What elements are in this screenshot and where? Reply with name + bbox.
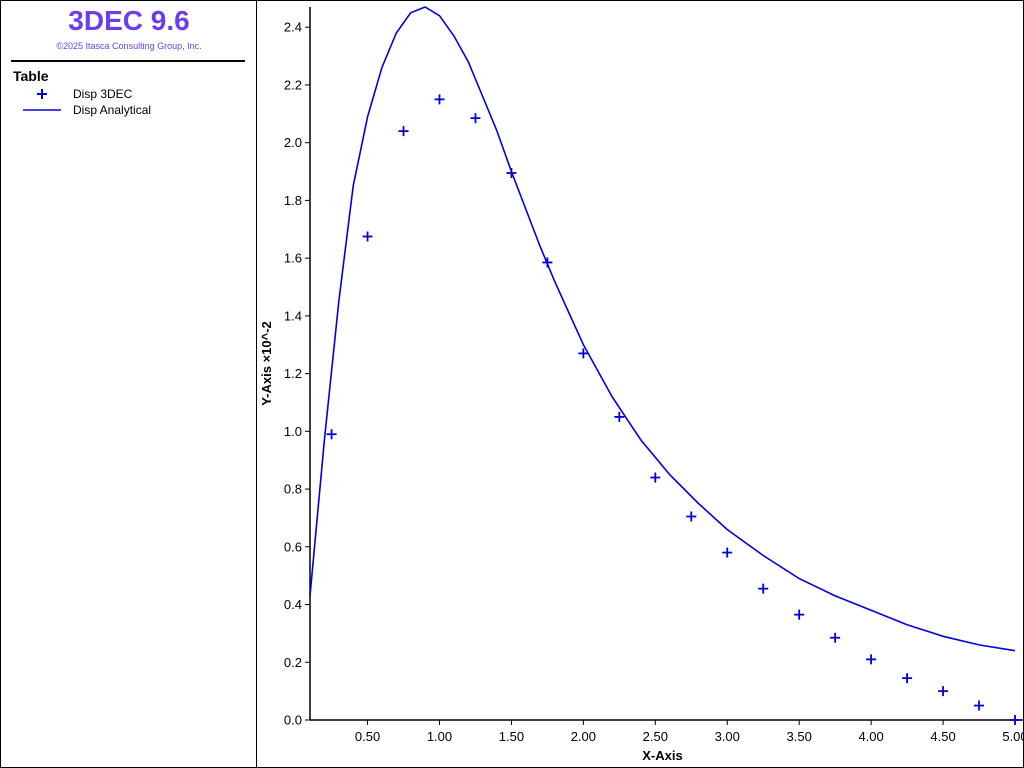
x-tick-label: 4.50: [930, 729, 955, 744]
chart-area: 0.0 0.2 0.4 0.6 0.8 1.0 1.2 1.4 1.6 1.8 2.0 2.2 2.4 0…: [257, 1, 1023, 767]
data-point-3dec: [722, 547, 733, 558]
legend-item-label: Disp 3DEC: [73, 87, 133, 101]
x-tick-label: 2.50: [643, 729, 668, 744]
y-tick-label: 1.2: [284, 366, 302, 381]
data-point-3dec: [758, 583, 769, 594]
x-tick-label: 3.00: [715, 729, 740, 744]
y-tick-label: 0.2: [284, 655, 302, 670]
x-tick-label: 3.50: [787, 729, 812, 744]
data-point-3dec: [614, 411, 625, 422]
legend-divider: [11, 60, 245, 62]
data-point-3dec: [794, 609, 805, 620]
legend-panel: 3DEC 9.6 ©2025 Itasca Consulting Group, …: [1, 1, 257, 767]
data-point-3dec: [398, 126, 409, 137]
y-tick-label: 2.2: [284, 77, 302, 92]
data-point-3dec: [578, 348, 589, 359]
data-point-3dec: [902, 673, 913, 684]
app-title: 3DEC 9.6: [68, 5, 190, 36]
y-tick-label: 1.4: [284, 308, 302, 323]
y-tick-label: 2.4: [284, 20, 302, 35]
plus-marker-icon: [37, 89, 47, 99]
data-point-3dec: [866, 654, 877, 665]
data-point-3dec: [362, 231, 373, 242]
legend-item-label: Disp Analytical: [73, 103, 152, 117]
x-axis-title: X-Axis: [642, 748, 682, 763]
y-tick-label: 0.0: [284, 713, 302, 728]
data-point-3dec: [830, 632, 841, 643]
data-point-3dec: [326, 429, 337, 440]
y-axis-title: Y-Axis ×10^-2: [259, 321, 274, 406]
data-point-3dec: [1010, 715, 1020, 725]
x-tick-label: 5.00: [1002, 729, 1023, 744]
data-point-3dec: [974, 700, 985, 711]
y-tick-label: 1.8: [284, 193, 302, 208]
line-marker-icon: [23, 109, 61, 111]
data-point-3dec: [938, 686, 949, 697]
y-tick-label: 2.0: [284, 135, 302, 150]
x-tick-label: 2.00: [571, 729, 596, 744]
copyright-text: ©2025 Itasca Consulting Group, Inc.: [56, 41, 202, 51]
x-tick-label: 4.00: [858, 729, 883, 744]
data-point-3dec: [470, 113, 481, 124]
x-tick-label: 0.50: [355, 729, 380, 744]
y-tick-label: 1.0: [284, 424, 302, 439]
legend-title: Table: [13, 68, 49, 84]
y-tick-label: 0.6: [284, 539, 302, 554]
xy-plot: 0.0 0.2 0.4 0.6 0.8 1.0 1.2 1.4 1.6 1.8 2.0 2.2 2.4 0…: [259, 6, 1023, 763]
x-tick-label: 1.00: [427, 729, 452, 744]
x-tick-label: 1.50: [499, 729, 524, 744]
data-point-3dec: [650, 472, 661, 483]
data-point-3dec: [434, 94, 445, 105]
analytical-line: [309, 6, 1016, 652]
y-tick-label: 0.4: [284, 597, 302, 612]
y-tick-label: 0.8: [284, 482, 302, 497]
data-point-3dec: [686, 511, 697, 522]
y-tick-label: 1.6: [284, 251, 302, 266]
